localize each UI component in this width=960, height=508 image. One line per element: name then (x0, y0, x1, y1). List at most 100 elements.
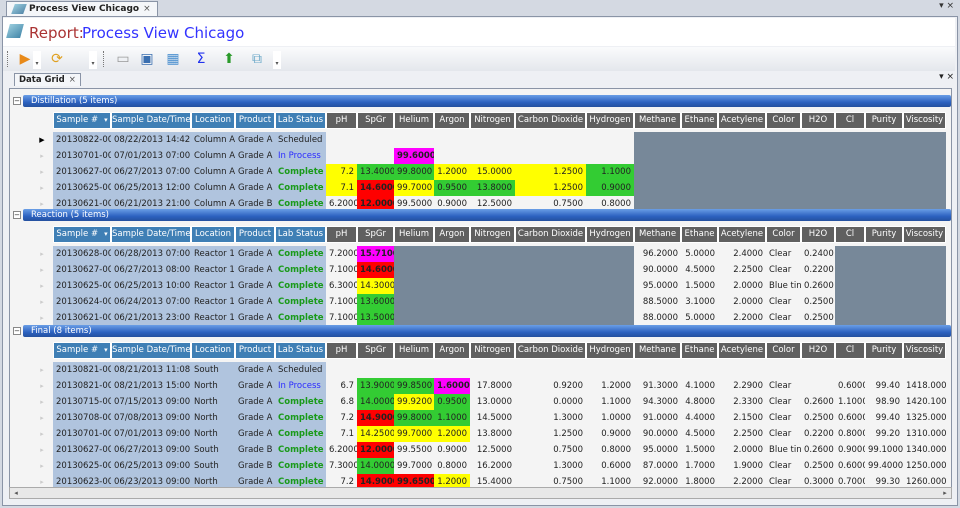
cell-product[interactable]: Grade B (235, 442, 275, 458)
cell-product[interactable]: Grade A (235, 262, 275, 278)
document-tab[interactable]: Process View Chicago × (6, 1, 158, 16)
scroll-left-icon[interactable]: ◂ (14, 489, 18, 497)
column-header[interactable]: Lab Status (275, 112, 326, 129)
column-header[interactable]: Hydrogen (586, 226, 634, 243)
column-header[interactable]: Viscosity (903, 342, 946, 359)
cell-sample[interactable]: 20130625-000 (53, 458, 111, 474)
column-header[interactable]: SpGr (357, 342, 394, 359)
cell-location[interactable]: North (191, 426, 235, 442)
cell-lab-status[interactable]: Complete (275, 246, 326, 262)
toolbar-overflow-button[interactable]: ▾ (273, 51, 281, 69)
column-header[interactable]: Sample # ▾ (53, 342, 111, 359)
column-header[interactable]: Color (766, 226, 801, 243)
column-header[interactable]: Nitrogen (470, 226, 515, 243)
cell-lab-status[interactable]: Complete (275, 394, 326, 410)
column-header[interactable]: Location (191, 342, 235, 359)
cell-location[interactable]: North (191, 410, 235, 426)
cell-product[interactable]: Grade A (235, 148, 275, 164)
cell-sample[interactable]: 20130822-000 (53, 132, 111, 148)
cell-lab-status[interactable]: Scheduled (275, 362, 326, 378)
cell-product[interactable]: Grade A (235, 362, 275, 378)
cell-product[interactable]: Grade A (235, 180, 275, 196)
column-header[interactable]: Methane (634, 226, 681, 243)
table-row[interactable]: ▸ 20130715-00007/15/2013 09:00NorthGrade … (10, 394, 951, 410)
column-header[interactable]: Sample Date/Time (111, 112, 191, 129)
column-header[interactable]: Lab Status (275, 226, 326, 243)
cell-product[interactable]: Grade A (235, 246, 275, 262)
close-icon[interactable]: × (68, 75, 76, 85)
card-icon[interactable]: ▭ (116, 51, 130, 67)
cell-lab-status[interactable]: Complete (275, 294, 326, 310)
column-header[interactable]: Acetylene (718, 342, 766, 359)
table-row[interactable]: ▸ 20130708-00007/08/2013 09:00NorthGrade … (10, 410, 951, 426)
run-icon[interactable]: ▶ (19, 51, 31, 67)
cell-location[interactable]: South (191, 442, 235, 458)
column-header[interactable]: Argon (434, 226, 470, 243)
column-header[interactable]: Viscosity (903, 112, 946, 129)
cell-location[interactable]: Column A (191, 180, 235, 196)
cell-product[interactable]: Grade A (235, 294, 275, 310)
cell-location[interactable]: Column A (191, 196, 235, 212)
table-icon[interactable]: ▦ (166, 51, 180, 67)
tab-data-grid[interactable]: Data Grid × (14, 73, 81, 86)
sort-dropdown-icon[interactable]: ▾ (104, 346, 108, 354)
cell-lab-status[interactable]: Complete (275, 474, 326, 487)
table-row[interactable]: ▸ 20130701-00207/01/2013 09:00NorthGrade … (10, 426, 951, 442)
column-header[interactable]: Cl (835, 342, 865, 359)
toolbar-grip[interactable] (7, 51, 9, 67)
table-row[interactable]: ▸ 20130623-00006/23/2013 09:00NorthGrade … (10, 474, 951, 487)
cell-location[interactable]: North (191, 378, 235, 394)
column-header[interactable]: H2O (801, 112, 835, 129)
cell-lab-status[interactable]: Complete (275, 180, 326, 196)
cell-location[interactable]: Reactor 1 (191, 246, 235, 262)
cell-sample-date-time[interactable]: 08/22/2013 14:42 (111, 132, 191, 148)
cell-location[interactable]: Column A (191, 164, 235, 180)
table-row[interactable]: ▸ 20130821-00208/21/2013 11:08SouthGrade … (10, 362, 951, 378)
cell-sample[interactable]: 20130821-002 (53, 362, 111, 378)
cell-sample-date-time[interactable]: 08/21/2013 15:00 (111, 378, 191, 394)
cell-sample[interactable]: 20130621-004 (53, 310, 111, 326)
cell-lab-status[interactable]: Scheduled (275, 132, 326, 148)
cell-lab-status[interactable]: Complete (275, 426, 326, 442)
cell-lab-status[interactable]: Complete (275, 410, 326, 426)
column-header[interactable]: Product (235, 226, 275, 243)
column-header[interactable]: Carbon Dioxide (515, 112, 586, 129)
cell-sample-date-time[interactable]: 06/28/2013 07:00 (111, 246, 191, 262)
column-header[interactable]: Sample # ▾ (53, 112, 111, 129)
cell-sample-date-time[interactable]: 07/15/2013 09:00 (111, 394, 191, 410)
column-header[interactable]: Color (766, 342, 801, 359)
sum-icon[interactable]: Σ (196, 51, 206, 67)
cell-sample-date-time[interactable]: 06/21/2013 23:00 (111, 310, 191, 326)
cell-location[interactable]: Reactor 1 (191, 262, 235, 278)
column-header[interactable]: Helium (394, 112, 434, 129)
cell-sample-date-time[interactable]: 06/27/2013 07:00 (111, 164, 191, 180)
cell-lab-status[interactable]: Complete (275, 262, 326, 278)
cell-product[interactable]: Grade B (235, 196, 275, 212)
column-header[interactable]: Argon (434, 342, 470, 359)
cell-sample[interactable]: 20130621-003 (53, 196, 111, 212)
cell-sample[interactable]: 20130625-003 (53, 180, 111, 196)
section-header[interactable]: Distillation (5 items) (23, 95, 951, 107)
cell-location[interactable]: North (191, 394, 235, 410)
column-header[interactable]: pH (326, 226, 357, 243)
column-header[interactable]: Product (235, 112, 275, 129)
column-header[interactable]: Ethane (681, 342, 718, 359)
column-header[interactable]: Location (191, 226, 235, 243)
cell-location[interactable]: South (191, 362, 235, 378)
column-header[interactable]: SpGr (357, 226, 394, 243)
collapse-toggle[interactable]: − (13, 327, 21, 335)
column-header[interactable]: Carbon Dioxide (515, 226, 586, 243)
cell-location[interactable]: Reactor 1 (191, 278, 235, 294)
cell-product[interactable]: Grade A (235, 310, 275, 326)
cell-product[interactable]: Grade B (235, 458, 275, 474)
column-header[interactable]: H2O (801, 342, 835, 359)
cell-sample[interactable]: 20130701-001 (53, 148, 111, 164)
column-header[interactable]: Cl (835, 226, 865, 243)
column-header[interactable]: Nitrogen (470, 112, 515, 129)
column-header[interactable]: Methane (634, 112, 681, 129)
scroll-right-icon[interactable]: ▸ (943, 489, 947, 497)
